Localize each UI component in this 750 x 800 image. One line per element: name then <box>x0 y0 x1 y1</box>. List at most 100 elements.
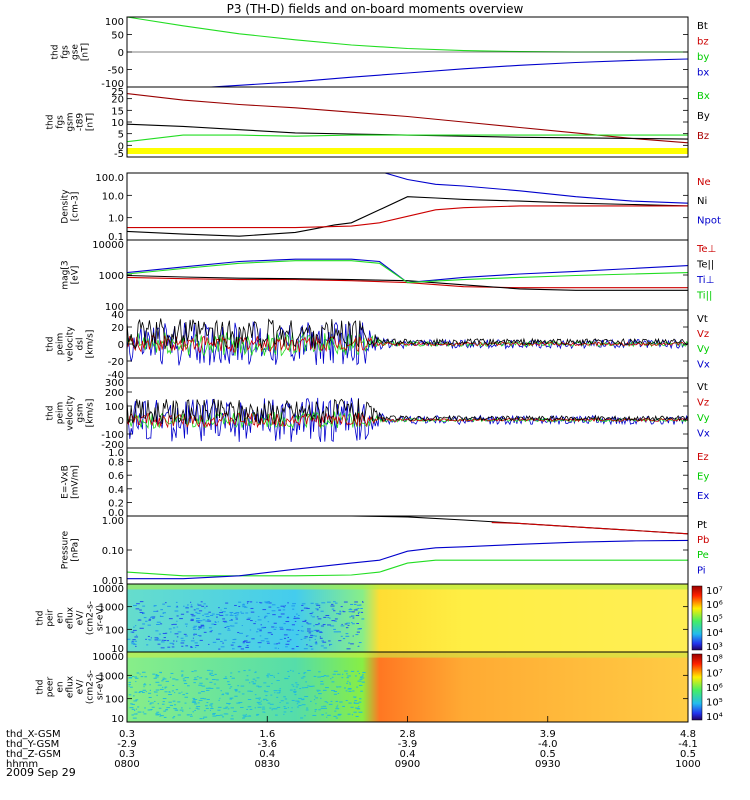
spectrogram-speck <box>264 691 269 693</box>
x-tick-label: -4.1 <box>678 739 698 750</box>
spectrogram-speck <box>269 703 274 705</box>
spectrogram-speck <box>296 645 299 647</box>
spectrogram-speck <box>262 711 265 713</box>
legend-Bx: Bx <box>697 91 710 102</box>
spectrogram-speck <box>157 713 161 715</box>
spectrogram-speck <box>238 701 243 703</box>
spectrogram-speck <box>128 685 130 687</box>
spectrogram-speck <box>245 635 248 637</box>
spectrogram-speck <box>139 611 144 613</box>
spectrogram-speck <box>162 677 165 679</box>
panel-peer_en_eflux: 10⁸ 10⁷ 10⁶ 10⁵ 10⁴ 10000 1000 100 10 thd peer en ef… <box>36 651 723 725</box>
spectrogram-speck <box>329 643 333 645</box>
series-Pb <box>491 522 689 535</box>
spectrogram-speck <box>179 618 183 620</box>
panel-peim_velocity_dsl: Vt Vz Vy Vx 40 20 0 -20 -40 thd peim velocity dsl [km… <box>46 309 710 381</box>
spectrogram-speck <box>135 713 138 715</box>
spectrogram-speck <box>276 607 280 609</box>
spectrogram-speck <box>186 625 188 627</box>
spectrogram-speck <box>273 676 275 678</box>
y-axis-label-line: [km/s] <box>86 330 96 359</box>
spectrogram-speck <box>356 631 360 633</box>
spectrogram-speck <box>155 689 160 691</box>
spectrogram-speck <box>191 671 194 673</box>
spectrogram-speck <box>348 609 353 611</box>
spectrogram-speck <box>176 636 179 638</box>
spectrogram-speck <box>240 612 245 614</box>
spectrogram-speck <box>359 677 362 679</box>
y-tick-label: 20 <box>111 323 124 334</box>
spectrogram-speck <box>169 676 172 678</box>
spectrogram-speck <box>298 704 302 706</box>
spectrogram-speck <box>258 699 260 701</box>
spectrogram-speck <box>263 682 267 684</box>
spectrogram-speck <box>180 707 183 709</box>
spectrogram-speck <box>176 615 179 617</box>
spectrogram-speck <box>192 700 196 702</box>
spectrogram-speck <box>322 624 326 626</box>
legend-bx: bx <box>697 68 709 79</box>
spectrogram-speck <box>327 617 330 619</box>
spectrogram-speck <box>176 605 178 607</box>
spectrogram-speck <box>222 642 224 644</box>
spectrogram-speck <box>337 692 340 694</box>
y-tick-label: 1.0 <box>108 448 124 459</box>
spectrogram-speck <box>347 624 350 626</box>
spectrogram-band <box>127 652 688 658</box>
legend-Ni: Ni <box>697 196 707 207</box>
spectrogram-speck <box>202 614 204 616</box>
spectrogram-speck <box>247 617 251 619</box>
spectrogram-speck <box>245 715 248 717</box>
legend-Pt: Pt <box>697 520 707 531</box>
spectrogram-speck <box>197 634 200 636</box>
colorbar <box>691 653 703 721</box>
y-axis-label-line: thd <box>36 680 46 695</box>
spectrogram-speck <box>129 707 134 709</box>
spectrogram-speck <box>283 707 287 709</box>
spectrogram-speck <box>187 604 189 606</box>
spectrogram-speck <box>262 609 267 611</box>
spectrogram-speck <box>190 640 195 642</box>
spectrogram-speck <box>186 677 189 679</box>
spectrogram-speck <box>211 670 214 672</box>
spectrogram-speck <box>157 703 160 705</box>
spectrogram-speck <box>209 687 214 689</box>
spectrogram-speck <box>291 684 294 686</box>
spectrogram-speck <box>218 633 222 635</box>
spectrogram-speck <box>312 714 317 716</box>
spectrogram-speck <box>226 702 228 704</box>
spectrogram-speck <box>313 699 316 701</box>
spectrogram-speck <box>230 644 234 646</box>
y-tick-label: 0.01 <box>102 576 124 587</box>
x-row-label: thd_Y-GSM <box>6 739 59 750</box>
spectrogram-speck <box>205 620 208 622</box>
legend-Ti⊥: Ti⊥ <box>696 275 714 286</box>
spectrogram-speck <box>209 672 214 674</box>
spectrogram-speck <box>251 638 255 640</box>
spectrogram-speck <box>194 709 196 711</box>
spectrogram-speck <box>134 676 137 678</box>
spectrogram-speck <box>242 642 245 644</box>
spectrogram-speck <box>206 669 211 671</box>
colorbar-tick-label: 10⁸ <box>706 654 723 665</box>
spectrogram-speck <box>283 711 287 713</box>
spectrogram-speck <box>284 605 286 607</box>
spectrogram-speck <box>260 700 262 702</box>
spectrogram-speck <box>195 646 197 648</box>
spectrogram-speck <box>358 701 362 703</box>
spectrogram-speck <box>338 686 342 688</box>
spectrogram-speck <box>173 708 177 710</box>
spectrogram-speck <box>193 682 196 684</box>
spectrogram-speck <box>304 687 309 689</box>
spectrogram-speck <box>209 709 211 711</box>
spectrogram-speck <box>293 617 297 619</box>
spectrogram-speck <box>198 699 203 701</box>
spectrogram-speck <box>138 692 141 694</box>
spectrogram-speck <box>357 613 359 615</box>
spectrogram-speck <box>163 710 167 712</box>
spectrogram-speck <box>214 673 217 675</box>
spectrogram-speck <box>346 677 349 679</box>
spectrogram-speck <box>162 679 165 681</box>
spectrogram-speck <box>181 675 184 677</box>
